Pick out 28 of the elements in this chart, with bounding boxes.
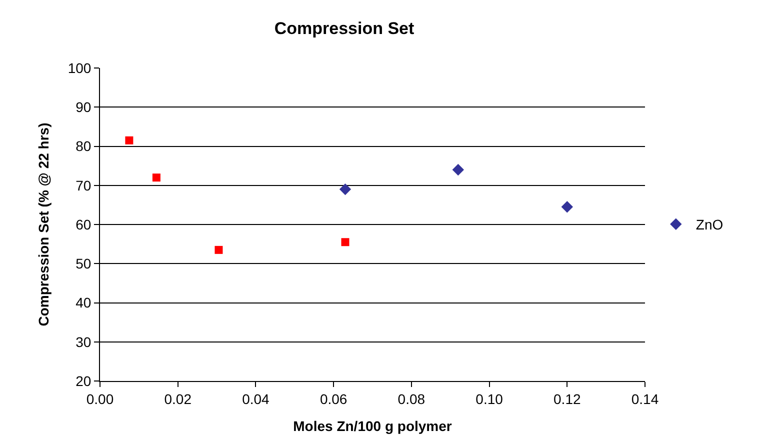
legend-label: ZnO <box>696 216 724 233</box>
y-tick-label: 90 <box>76 99 92 116</box>
y-tick-label: 40 <box>76 294 92 311</box>
x-axis-title: Moles Zn/100 g polymer <box>293 418 452 434</box>
point <box>452 164 464 176</box>
y-tick-label: 80 <box>76 138 92 154</box>
x-tick-label: 0.02 <box>164 390 192 407</box>
y-tick-label: 50 <box>76 256 92 272</box>
point <box>214 246 223 254</box>
y-tick-label: 70 <box>76 177 92 194</box>
point <box>152 174 160 182</box>
point <box>341 238 350 246</box>
point <box>339 183 352 196</box>
y-axis-title: Compression Set (% @ 22 hrs) <box>35 122 52 326</box>
x-tick-label: 0.10 <box>476 390 504 407</box>
x-tick-label: 0.12 <box>554 390 581 407</box>
y-tick-label: 20 <box>76 372 92 389</box>
x-tick-label: 0.14 <box>631 390 659 407</box>
x-tick-label: 0.04 <box>242 390 270 407</box>
x-tick-label: 0.06 <box>320 390 348 407</box>
y-tick-label: 100 <box>68 60 92 76</box>
x-tick-label: 0.00 <box>86 390 114 407</box>
y-tick-label: 60 <box>76 216 92 232</box>
point <box>561 201 573 213</box>
x-tick-label: 0.08 <box>398 390 426 407</box>
y-tick-label: 30 <box>76 334 92 350</box>
point <box>125 136 134 144</box>
chart-title: Compression Set <box>274 19 414 38</box>
